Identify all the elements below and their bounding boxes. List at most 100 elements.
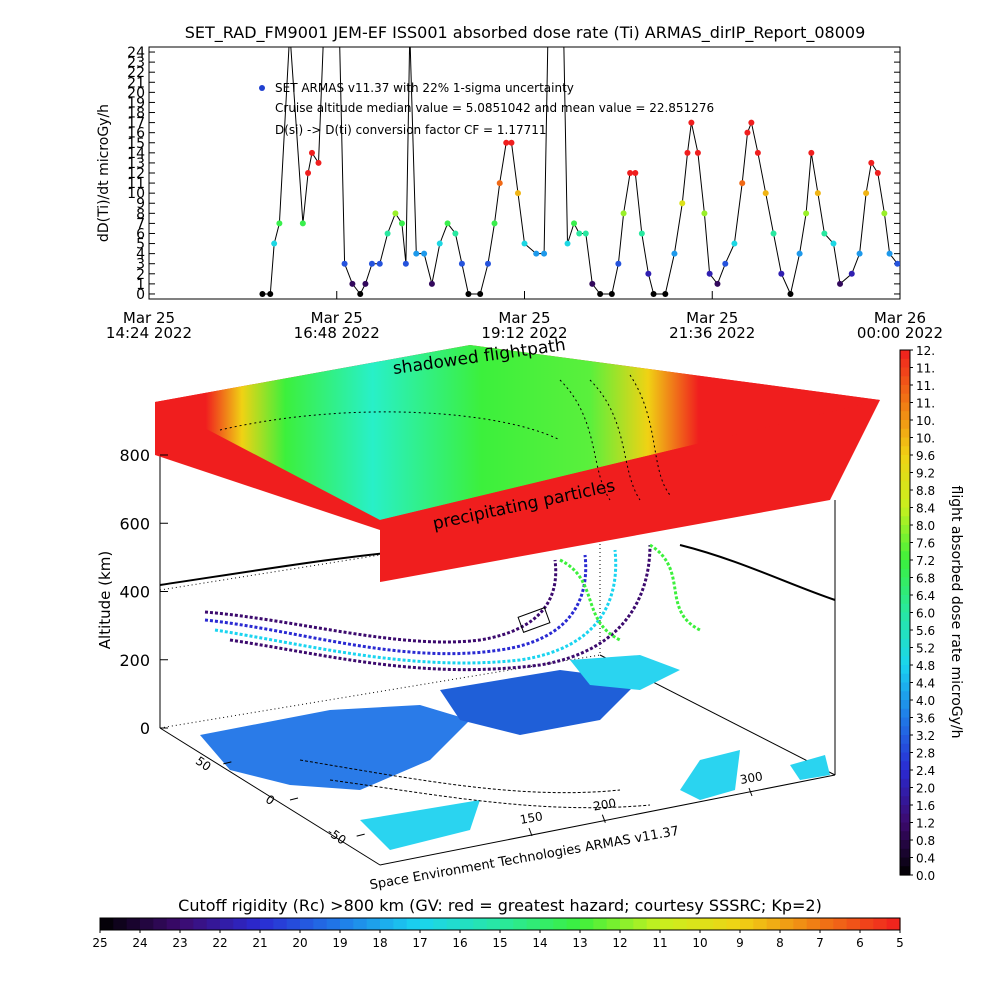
colorbar-segment [766, 918, 781, 930]
colorbar-tick-label: 14 [532, 936, 547, 950]
colorbar-segment [900, 586, 910, 596]
y-tick-label: 0 [136, 287, 145, 303]
data-point [421, 250, 428, 257]
colorbar-segment [326, 918, 341, 930]
colorbar-tick-label: 16 [452, 936, 467, 950]
y-tick-label: 17 [127, 116, 145, 132]
data-point [706, 270, 713, 277]
x-tick-label: Mar 26 [874, 309, 926, 327]
data-point [564, 240, 571, 247]
colorbar-segment [393, 918, 408, 930]
lon-tick-label: 300 [739, 769, 764, 787]
colorbar-segment [500, 918, 514, 930]
y-tick-label: 8 [136, 206, 145, 222]
data-point [402, 260, 409, 267]
colorbar-tick-label: 10. [916, 414, 935, 428]
colorbar-segment [540, 918, 554, 930]
colorbar-segment [900, 542, 910, 552]
flightpath [204, 554, 588, 656]
colorbar-segment [900, 525, 910, 535]
colorbar-segment [900, 708, 910, 719]
colorbar-tick-label: 23 [172, 936, 187, 950]
data-point [541, 250, 548, 257]
data-point [688, 119, 695, 126]
scene-frame [159, 400, 836, 866]
colorbar-tick-label: 2.4 [916, 764, 935, 778]
colorbar-label: flight absorbed dose rate microGy/h [948, 486, 964, 739]
data-point [684, 149, 691, 156]
data-point [837, 280, 844, 287]
colorbar-tick-label: 7.2 [916, 554, 935, 568]
z-tick-label: 800 [119, 446, 150, 465]
colorbar-tick-label: 10. [916, 432, 935, 446]
data-point [848, 270, 855, 277]
colorbar-segment [380, 918, 394, 930]
colorbar-segment [206, 918, 221, 930]
data-point [533, 250, 540, 257]
colorbar-tick-label: 20 [292, 936, 307, 950]
slab [155, 345, 880, 582]
data-point [589, 280, 596, 287]
colorbar-segment [900, 735, 910, 745]
data-point [620, 210, 627, 217]
colorbar-segment [460, 918, 474, 930]
data-point [315, 159, 322, 166]
data-point [271, 240, 278, 247]
y-tick-label: 1 [136, 277, 145, 293]
z-axis-label: Altitude (km) [96, 551, 114, 649]
colorbar-segment [900, 420, 910, 430]
colorbar-tick-label: 9 [736, 936, 744, 950]
colorbar-tick-label: 2.8 [916, 747, 935, 761]
colorbar-segment [900, 463, 910, 474]
data-line [262, 47, 898, 296]
colorbar-segment [673, 918, 688, 930]
colorbar-segment [900, 761, 910, 771]
colorbar-segment [900, 358, 910, 369]
y-tick-label: 2 [136, 267, 145, 283]
colorbar-tick-label: 4.4 [916, 677, 935, 691]
colorbar-segment [366, 918, 381, 930]
y-tick-label: 23 [127, 55, 145, 71]
colorbar-segment [900, 481, 910, 491]
data-point [362, 280, 369, 287]
data-point [259, 290, 266, 297]
lat-tick-label: 50 [193, 754, 214, 774]
data-point [762, 190, 769, 197]
colorbar-segment [900, 831, 910, 841]
colorbar-tick-label: 0.4 [916, 852, 935, 866]
colorbar-tick-label: 13 [572, 936, 587, 950]
colorbar-tick-label: 6.4 [916, 589, 935, 603]
data-point [787, 290, 794, 297]
colorbar-segment [900, 551, 910, 561]
x-tick-label: Mar 25 [123, 309, 175, 327]
colorbar-segment [900, 428, 910, 439]
data-point [576, 230, 583, 237]
colorbar-segment [900, 665, 910, 675]
colorbar-segment [486, 918, 501, 930]
x-tick-label: 00:00 2022 [857, 324, 943, 342]
annotation: D(si) -> D(ti) conversion factor CF = 1.… [275, 123, 547, 137]
legend-label: SET ARMAS v11.37 with 22% 1-sigma uncert… [275, 81, 574, 95]
data-point [582, 230, 589, 237]
plot-area [259, 47, 900, 297]
legend-marker [259, 85, 265, 91]
colorbar-segment [246, 918, 261, 930]
colorbar-segment [900, 770, 910, 780]
y-tick-label: 19 [127, 95, 145, 111]
colorbar-segment [900, 717, 910, 727]
colorbar-segment [726, 918, 741, 930]
colorbar-segment [820, 918, 834, 930]
colorbar-segment [900, 568, 910, 579]
colorbar-segment [900, 367, 910, 377]
data-point [638, 230, 645, 237]
colorbar-segment [900, 507, 910, 517]
colorbar-segment [900, 393, 910, 404]
data-point [444, 220, 451, 227]
colorbar-segment [900, 437, 910, 447]
y-tick-label: 3 [136, 257, 145, 273]
x-tick-label: 14:24 2022 [106, 324, 192, 342]
colorbar-tick-label: 21 [252, 936, 267, 950]
y-tick-label: 11 [127, 176, 145, 192]
colorbar-tick-label: 11. [916, 397, 935, 411]
